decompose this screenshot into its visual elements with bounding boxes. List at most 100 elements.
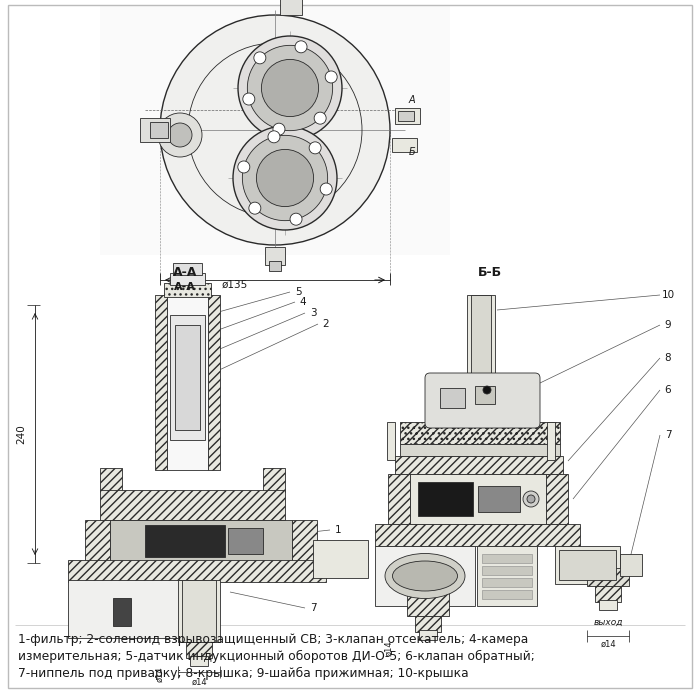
Bar xyxy=(263,468,285,492)
Bar xyxy=(471,295,491,380)
Circle shape xyxy=(309,142,321,154)
Bar xyxy=(155,295,167,470)
Bar xyxy=(398,111,414,121)
Bar xyxy=(419,630,437,640)
Bar xyxy=(373,290,668,583)
Bar xyxy=(387,422,395,460)
Bar xyxy=(228,528,263,554)
Bar xyxy=(313,540,368,578)
Circle shape xyxy=(527,495,535,503)
Bar xyxy=(100,490,285,520)
Text: ø14: ø14 xyxy=(384,640,393,656)
Circle shape xyxy=(295,41,307,53)
Circle shape xyxy=(247,45,332,131)
Circle shape xyxy=(248,202,261,214)
Bar xyxy=(68,560,326,582)
Text: 4: 4 xyxy=(300,297,307,307)
Text: 1: 1 xyxy=(335,525,342,535)
Bar xyxy=(292,520,317,562)
Text: 8: 8 xyxy=(665,353,671,363)
Bar xyxy=(555,546,620,584)
Text: ø14: ø14 xyxy=(600,640,616,649)
Text: 2: 2 xyxy=(323,319,329,329)
Bar xyxy=(110,520,292,562)
Text: ø135: ø135 xyxy=(222,280,248,290)
Circle shape xyxy=(314,112,326,124)
Circle shape xyxy=(273,123,285,135)
Bar xyxy=(482,554,532,563)
Bar xyxy=(410,474,546,524)
Circle shape xyxy=(242,135,328,220)
Bar xyxy=(173,263,202,275)
Bar xyxy=(55,290,338,583)
Bar xyxy=(400,422,560,444)
Text: А: А xyxy=(409,95,415,105)
Bar xyxy=(170,315,205,440)
Text: Б: Б xyxy=(409,147,415,157)
Circle shape xyxy=(160,15,390,245)
Bar xyxy=(467,295,495,380)
Bar xyxy=(400,444,560,456)
Circle shape xyxy=(158,113,202,157)
Bar xyxy=(186,642,212,658)
Circle shape xyxy=(290,213,302,225)
Bar xyxy=(68,580,188,638)
Text: выход: выход xyxy=(594,617,623,626)
Bar xyxy=(395,108,420,124)
Circle shape xyxy=(168,123,192,147)
Bar xyxy=(208,295,220,470)
Ellipse shape xyxy=(385,554,465,599)
Text: 6: 6 xyxy=(665,385,671,395)
Bar xyxy=(170,273,205,285)
Bar xyxy=(85,520,110,562)
Text: ø14: ø14 xyxy=(155,666,164,682)
Text: 3: 3 xyxy=(309,308,316,318)
Bar xyxy=(100,468,122,492)
Text: измерительная; 5-датчик индукционный оборотов ДИ-О-5; 6-клапан обратный;: измерительная; 5-датчик индукционный обо… xyxy=(18,650,535,663)
Bar xyxy=(269,261,281,271)
Bar xyxy=(190,656,208,666)
Bar xyxy=(475,386,495,404)
Bar xyxy=(392,138,417,152)
Bar xyxy=(418,482,473,516)
Bar xyxy=(175,325,200,430)
Text: А-А: А-А xyxy=(174,282,196,292)
Circle shape xyxy=(320,183,332,195)
Circle shape xyxy=(523,491,539,507)
Bar xyxy=(440,388,465,408)
Text: 240: 240 xyxy=(16,424,26,444)
Bar xyxy=(407,580,449,616)
Bar xyxy=(100,5,450,255)
Circle shape xyxy=(326,71,337,83)
Circle shape xyxy=(238,161,250,173)
Bar xyxy=(482,566,532,575)
Bar xyxy=(178,580,220,642)
Bar xyxy=(140,118,170,142)
Bar xyxy=(150,122,168,138)
Bar xyxy=(388,474,410,524)
Bar xyxy=(145,525,225,557)
Bar xyxy=(587,568,629,586)
Bar xyxy=(375,524,580,546)
Circle shape xyxy=(483,386,491,394)
Bar xyxy=(547,422,555,460)
Bar xyxy=(280,0,302,15)
Bar xyxy=(265,247,285,265)
Circle shape xyxy=(233,126,337,230)
Bar xyxy=(599,600,617,610)
Ellipse shape xyxy=(393,561,458,591)
Bar xyxy=(477,546,537,606)
Text: 9: 9 xyxy=(665,320,671,330)
Circle shape xyxy=(268,131,280,143)
Text: А-А: А-А xyxy=(173,265,197,279)
Circle shape xyxy=(243,93,255,105)
Bar xyxy=(620,554,642,576)
Text: ø14: ø14 xyxy=(191,678,206,687)
Bar xyxy=(595,586,621,602)
Bar xyxy=(167,295,208,470)
Bar xyxy=(546,474,568,524)
Circle shape xyxy=(261,60,319,116)
Bar xyxy=(559,550,616,580)
Bar xyxy=(415,616,441,632)
Bar xyxy=(482,578,532,587)
